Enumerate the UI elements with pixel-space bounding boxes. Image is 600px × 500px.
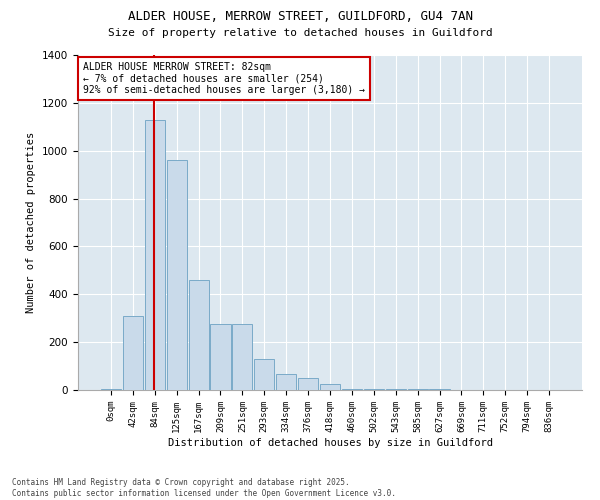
Bar (232, 324, 253, 390)
Bar (211, 324, 230, 390)
Bar (101, 389, 121, 390)
Bar (254, 359, 274, 390)
Bar (386, 389, 406, 390)
Bar (298, 378, 318, 390)
Text: ALDER HOUSE, MERROW STREET, GUILDFORD, GU4 7AN: ALDER HOUSE, MERROW STREET, GUILDFORD, G… (128, 10, 473, 23)
Text: Contains HM Land Registry data © Crown copyright and database right 2025.
Contai: Contains HM Land Registry data © Crown c… (12, 478, 396, 498)
Bar (342, 389, 362, 390)
Text: ALDER HOUSE MERROW STREET: 82sqm
← 7% of detached houses are smaller (254)
92% o: ALDER HOUSE MERROW STREET: 82sqm ← 7% of… (83, 62, 365, 95)
Bar (123, 316, 143, 390)
Bar (364, 389, 384, 390)
Bar (407, 389, 428, 390)
Text: Size of property relative to detached houses in Guildford: Size of property relative to detached ho… (107, 28, 493, 38)
X-axis label: Distribution of detached houses by size in Guildford: Distribution of detached houses by size … (167, 438, 493, 448)
Bar (188, 280, 209, 390)
Y-axis label: Number of detached properties: Number of detached properties (26, 132, 37, 313)
Bar (167, 160, 187, 390)
Bar (430, 389, 449, 390)
Bar (320, 384, 340, 390)
Bar (276, 374, 296, 390)
Bar (145, 120, 165, 390)
